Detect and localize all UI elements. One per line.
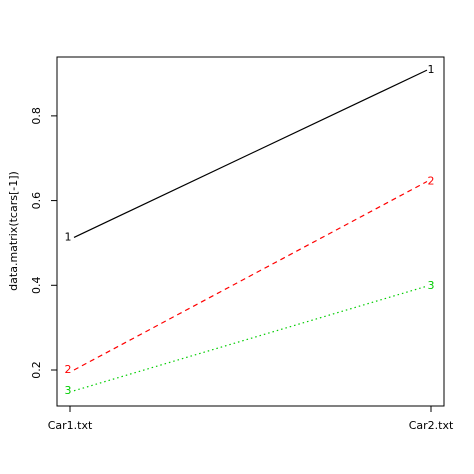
x-tick-label: Car2.txt <box>409 419 454 432</box>
series-line <box>73 285 428 392</box>
point-label: 3 <box>65 384 72 397</box>
series-line <box>73 69 428 238</box>
series-line <box>73 180 428 371</box>
y-tick-label: 0.8 <box>30 107 43 125</box>
point-label: 2 <box>65 363 72 376</box>
y-tick-label: 0.2 <box>30 361 43 379</box>
plot-box <box>56 56 445 407</box>
y-tick-label: 0.6 <box>30 192 43 210</box>
x-tick-label: Car1.txt <box>48 419 93 432</box>
point-label: 1 <box>428 63 435 76</box>
point-label: 3 <box>428 279 435 292</box>
point-label: 1 <box>65 230 72 243</box>
y-axis-label: data.matrix(tcars[-1]) <box>7 171 20 291</box>
y-tick-label: 0.4 <box>30 277 43 295</box>
point-label: 2 <box>428 175 435 188</box>
